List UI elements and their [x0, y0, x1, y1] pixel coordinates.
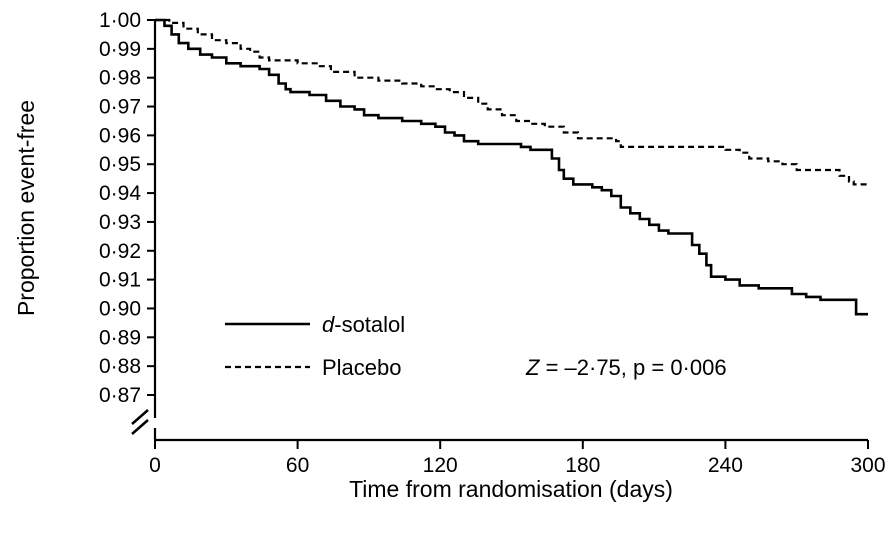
y-tick-label: 0·95 — [99, 153, 141, 176]
y-tick-label: 0·96 — [99, 124, 141, 147]
y-axis-title: Proportion event-free — [13, 100, 39, 316]
series-layer — [155, 18, 868, 316]
axis-break-mark — [131, 419, 149, 435]
y-tick-label: 0·91 — [99, 269, 141, 292]
stat-annotation: Z = –2·75, p = 0·006 — [525, 355, 727, 380]
x-tick-label: 240 — [708, 454, 743, 477]
y-tick-label: 0·98 — [99, 67, 141, 90]
x-ticks: 0 60 120 180 240 300 — [149, 440, 886, 477]
legend-label-d-sotalol: d-sotalol — [322, 312, 405, 337]
series-line-placebo — [155, 18, 868, 186]
y-tick-label: 0·89 — [99, 326, 141, 349]
legend: d-sotalol Placebo — [225, 312, 405, 380]
y-tick-label: 0·99 — [99, 38, 141, 61]
x-axis-title: Time from randomisation (days) — [349, 476, 673, 502]
x-tick-label: 60 — [286, 454, 309, 477]
y-tick-label: 0·94 — [99, 182, 141, 205]
y-ticks: 1·00 0·99 0·98 0·97 0·96 0·95 0·94 0·93 0·92 0·91… — [99, 9, 155, 407]
y-tick-label: 1·00 — [99, 9, 141, 32]
y-tick-label: 0·97 — [99, 96, 141, 119]
y-tick-label: 0·93 — [99, 211, 141, 234]
y-tick-label: 0·90 — [99, 297, 141, 320]
axes — [131, 20, 868, 442]
y-tick-label: 0·88 — [99, 355, 141, 378]
x-tick-label: 120 — [423, 454, 458, 477]
x-tick-label: 0 — [149, 454, 161, 477]
legend-label-placebo: Placebo — [322, 355, 402, 380]
x-tick-label: 180 — [565, 454, 600, 477]
y-tick-label: 0·87 — [99, 384, 141, 407]
y-tick-label: 0·92 — [99, 240, 141, 263]
x-tick-label: 300 — [850, 454, 885, 477]
series-line-d-sotalol — [155, 18, 868, 316]
axis-break-mark — [131, 409, 149, 425]
